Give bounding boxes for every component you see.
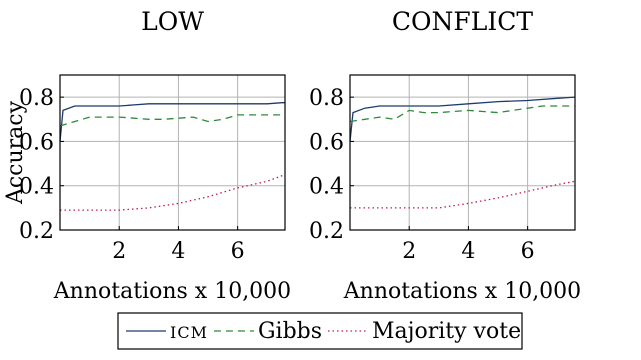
series-line-majority-vote (60, 173, 286, 211)
series-line-gibbs (349, 105, 575, 123)
panel-title: CONFLICT (392, 7, 533, 36)
panel-title: LOW (141, 7, 204, 36)
x-tick-label: 2 (112, 239, 126, 264)
x-tick-label: 4 (171, 239, 185, 264)
y-tick-label: 0.4 (309, 175, 344, 200)
series-line-majority-vote (350, 180, 576, 209)
x-axis-label: Annotations x 10,000 (53, 279, 291, 304)
y-tick-label: 0.8 (309, 86, 344, 111)
y-tick-label: 0.4 (19, 175, 54, 200)
series-line-icm (59, 102, 285, 142)
plot-frame (59, 74, 286, 231)
legend: ICM Gibbs Majority vote (117, 312, 523, 350)
chart-panel-0: 2 4 6 0.2 0.4 0.6 0.8 LOW Annotations x 10,000 Ac… (3, 7, 291, 304)
x-tick-label: 2 (402, 239, 416, 264)
legend-box (117, 312, 523, 350)
x-tick-label: 6 (521, 239, 535, 264)
x-tick-label: 4 (461, 239, 475, 264)
y-tick-label: 0.6 (19, 130, 54, 155)
x-axis-label: Annotations x 10,000 (343, 279, 581, 304)
y-tick-label: 0.2 (19, 219, 54, 244)
y-axis-label: Accuracy (3, 100, 28, 205)
legend-label-majority-vote: Majority vote (372, 319, 521, 344)
chart-panel-1: 2 4 6 0.2 0.4 0.6 0.8 CONFLICT Annotations x 10,… (309, 7, 581, 304)
series-line-icm (349, 96, 576, 142)
x-tick-label: 6 (231, 239, 245, 264)
y-tick-label: 0.6 (309, 130, 344, 155)
plot-frame (349, 74, 576, 231)
series-line-gibbs (59, 114, 285, 127)
y-tick-label: 0.2 (309, 219, 344, 244)
y-tick-label: 0.8 (19, 86, 54, 111)
chart-panels: 2 4 6 0.2 0.4 0.6 0.8 LOW Annotations x 10,000 Ac… (3, 7, 581, 304)
legend-label-gibbs: Gibbs (258, 319, 322, 344)
legend-label-icm: ICM (170, 323, 208, 342)
